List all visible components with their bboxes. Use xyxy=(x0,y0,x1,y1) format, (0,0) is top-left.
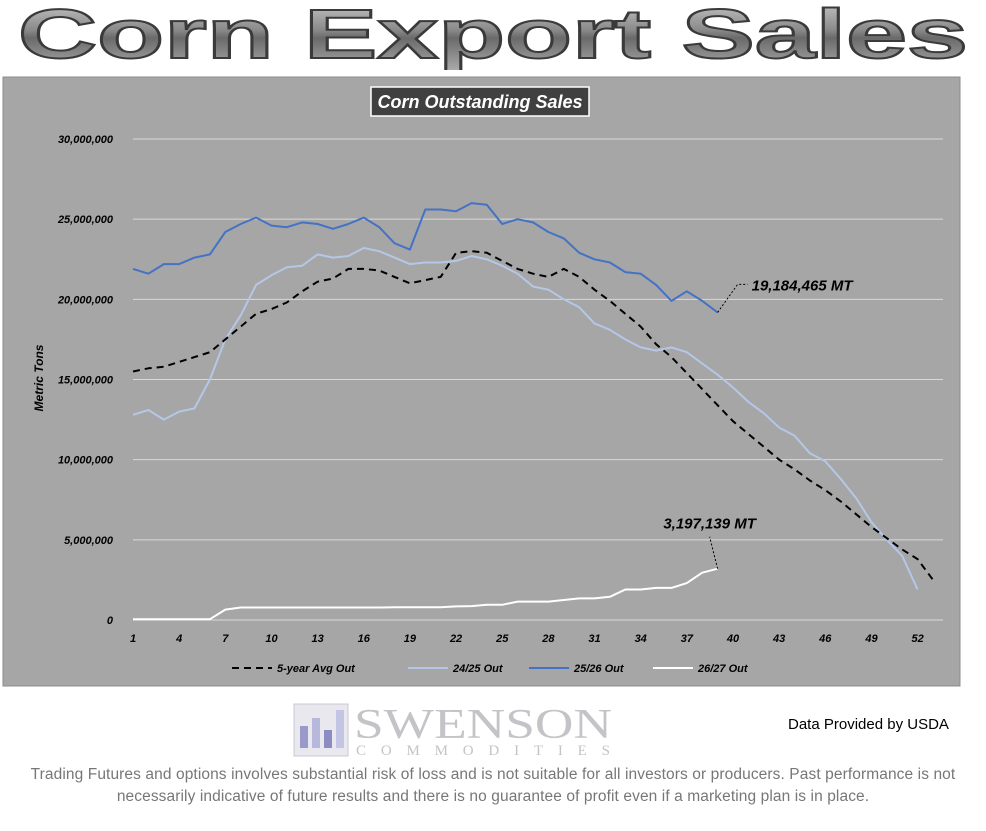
x-tick-label: 52 xyxy=(911,633,923,645)
logo-bar xyxy=(336,710,344,748)
swenson-logo: SWENSON COMMODITIES xyxy=(293,702,612,758)
y-tick-label: 10,000,000 xyxy=(58,455,114,467)
banner-title: Corn Export Sales xyxy=(17,0,969,70)
series-line-25-26-out xyxy=(132,202,719,314)
series-lines xyxy=(132,202,934,621)
y-tick-label: 5,000,000 xyxy=(64,535,114,547)
chart-title-box xyxy=(370,86,590,117)
chart-panel xyxy=(2,76,961,687)
chart-title: Corn Outstanding Sales xyxy=(377,92,582,112)
series-line-5-year-avg-out xyxy=(132,250,934,581)
x-tick-label: 34 xyxy=(635,633,647,645)
y-tick-labels: 0 5,000,000 10,000,000 15,000,000 20,000,000… xyxy=(57,134,114,627)
chart: Corn Outstanding Sales 0 5,000,000 10,000,… xyxy=(2,76,961,687)
y-tick-label: 15,000,000 xyxy=(58,375,114,387)
x-tick-label: 43 xyxy=(772,633,785,645)
logo-main-text: SWENSON xyxy=(354,702,612,748)
x-tick-label: 31 xyxy=(588,633,600,645)
annotation-label: 3,197,139 MT xyxy=(663,516,757,533)
x-tick-label: 1 xyxy=(130,633,136,645)
y-tick-label: 20,000,000 xyxy=(57,294,114,306)
x-tick-label: 40 xyxy=(726,633,740,645)
y-tick-label: 25,000,000 xyxy=(57,214,114,226)
x-tick-label: 37 xyxy=(681,633,694,645)
x-tick-label: 46 xyxy=(818,633,832,645)
x-tick-label: 13 xyxy=(311,633,323,645)
legend-label: 25/26 Out xyxy=(573,663,625,675)
x-tick-label: 4 xyxy=(175,633,182,645)
legend-label: 26/27 Out xyxy=(697,663,749,675)
x-tick-label: 22 xyxy=(449,633,462,645)
logo-bar xyxy=(324,730,332,748)
data-credit: Data Provided by USDA xyxy=(788,716,949,733)
legend: 5-year Avg Out 24/25 Out 25/26 Out 26/27 Ou… xyxy=(232,663,749,675)
x-tick-label: 16 xyxy=(358,633,371,645)
series-line-24-25-out xyxy=(132,247,919,590)
x-tick-label: 25 xyxy=(495,633,509,645)
banner-title-text: Corn Export Sales xyxy=(18,0,968,70)
x-tick-label: 19 xyxy=(404,633,417,645)
annotation-label: 19,184,465 MT xyxy=(752,277,855,294)
legend-label: 24/25 Out xyxy=(452,663,504,675)
x-tick-label: 28 xyxy=(541,633,555,645)
x-tick-label: 7 xyxy=(222,633,229,645)
annotations: 19,184,465 MT 3,197,139 MT xyxy=(663,277,855,569)
logo-bar xyxy=(312,718,320,748)
annotation-leader xyxy=(709,536,719,569)
annotation-leader xyxy=(717,283,748,313)
x-tick-label: 10 xyxy=(265,633,278,645)
y-tick-label: 30,000,000 xyxy=(58,134,114,146)
x-tick-label: 49 xyxy=(864,633,878,645)
x-tick-labels: 1 4 7 10 13 16 19 22 25 28 31 34 37 40 43 46 49 52 xyxy=(130,633,924,645)
logo-bar xyxy=(300,726,308,748)
series-line-26-27-out xyxy=(133,567,718,621)
y-tick-label: 0 xyxy=(107,615,114,627)
legend-label: 5-year Avg Out xyxy=(277,663,356,675)
y-axis-label: Metric Tons xyxy=(32,344,46,411)
grid-lines xyxy=(133,138,943,621)
disclaimer-text: Trading Futures and options involves sub… xyxy=(30,766,956,805)
